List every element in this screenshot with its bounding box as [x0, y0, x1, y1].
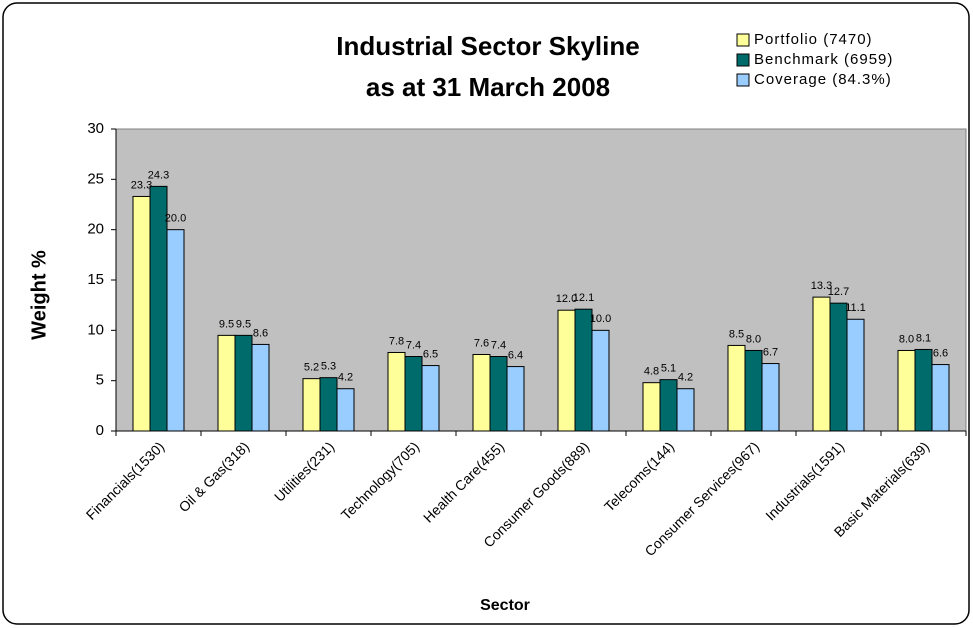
bar — [812, 296, 831, 432]
bar — [557, 309, 576, 432]
value-label: 20.0 — [165, 213, 186, 225]
value-label: 4.8 — [644, 366, 659, 378]
y-tick-label: 5 — [96, 372, 104, 389]
bar — [744, 349, 763, 432]
value-label: 23.3 — [131, 179, 152, 191]
bar — [132, 195, 151, 432]
bar — [404, 356, 423, 432]
chart-subtitle: as at 31 March 2008 — [366, 72, 610, 102]
bar — [319, 377, 338, 432]
value-label: 6.6 — [933, 347, 948, 359]
value-label: 24.3 — [148, 169, 169, 181]
value-label: 8.1 — [916, 332, 931, 344]
value-label: 11.1 — [845, 302, 866, 314]
y-tick-label: 20 — [87, 221, 104, 238]
legend-label: Portfolio (7470) — [754, 31, 873, 48]
y-tick-label: 15 — [87, 271, 104, 288]
value-label: 5.1 — [661, 363, 676, 375]
bar — [489, 356, 508, 432]
value-label: 7.8 — [389, 335, 404, 347]
value-label: 13.3 — [811, 280, 832, 292]
bar — [217, 334, 236, 432]
legend-swatch — [736, 73, 750, 87]
value-label: 5.2 — [304, 362, 319, 374]
bar — [506, 366, 525, 432]
value-label: 10.0 — [590, 313, 611, 325]
legend-swatch — [736, 53, 750, 67]
bar — [591, 329, 610, 432]
value-label: 5.3 — [321, 361, 336, 373]
value-label: 8.6 — [253, 327, 268, 339]
value-label: 6.5 — [423, 348, 438, 360]
value-label: 8.0 — [899, 333, 914, 345]
x-axis-label: Sector — [480, 597, 530, 614]
value-label: 9.5 — [236, 318, 251, 330]
bar — [761, 363, 780, 432]
value-label: 8.5 — [729, 328, 744, 340]
value-label: 9.5 — [219, 318, 234, 330]
bar — [472, 353, 491, 432]
value-label: 12.1 — [573, 292, 594, 304]
bar — [234, 334, 253, 432]
legend-label: Coverage (84.3%) — [754, 71, 892, 88]
y-tick-label: 25 — [87, 170, 104, 187]
value-label: 7.4 — [491, 339, 506, 351]
bar — [676, 388, 695, 432]
bar — [166, 229, 185, 432]
legend-swatch — [736, 33, 750, 47]
bar — [336, 388, 355, 432]
value-label: 7.4 — [406, 339, 421, 351]
value-label: 4.2 — [678, 372, 693, 384]
bar — [251, 343, 270, 432]
value-label: 12.0 — [556, 293, 577, 305]
value-label: 7.6 — [474, 337, 489, 349]
bar — [897, 349, 916, 432]
y-axis-label: Weight % — [28, 250, 50, 340]
value-label: 6.4 — [508, 349, 523, 361]
bar — [846, 318, 865, 432]
bar — [574, 308, 593, 432]
value-label: 12.7 — [828, 286, 849, 298]
bar — [302, 378, 321, 432]
chart-title: Industrial Sector Skyline — [336, 31, 639, 61]
y-tick-label: 30 — [87, 120, 104, 137]
bar — [421, 365, 440, 432]
bar — [914, 348, 933, 432]
value-label: 4.2 — [338, 372, 353, 384]
bar — [931, 364, 950, 432]
legend-label: Benchmark (6959) — [754, 51, 893, 68]
bar — [387, 351, 406, 432]
y-tick-label: 0 — [96, 422, 104, 439]
y-tick-label: 10 — [87, 321, 104, 338]
value-label: 8.0 — [746, 333, 761, 345]
bar — [727, 344, 746, 432]
bar — [642, 382, 661, 432]
bar — [829, 302, 848, 432]
bar — [659, 379, 678, 432]
value-label: 6.7 — [763, 346, 778, 358]
